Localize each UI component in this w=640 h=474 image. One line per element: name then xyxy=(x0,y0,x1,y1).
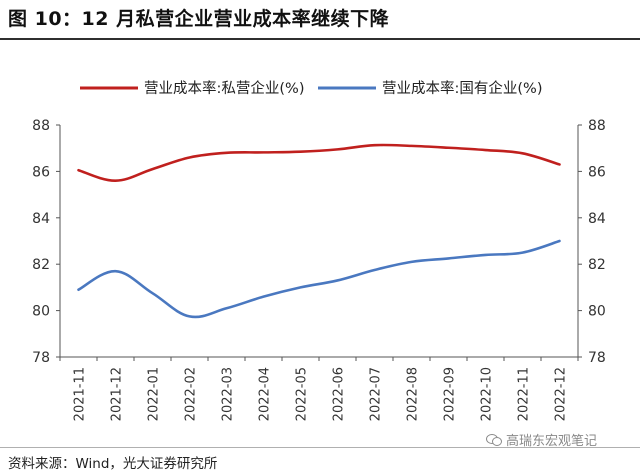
title-underline xyxy=(0,38,640,40)
series-line-private xyxy=(77,143,561,182)
x-tick-label: 2021-11 xyxy=(73,367,88,421)
watermark: 高瑞东宏观笔记 xyxy=(486,430,597,449)
source-note: 资料来源：Wind，光大证券研究所 xyxy=(8,456,218,472)
series-line-state xyxy=(77,239,561,319)
y-tick-label-left: 88 xyxy=(32,118,50,134)
legend-label-private: 营业成本率:私营企业(%) xyxy=(144,79,304,97)
x-tick-label: 2022-02 xyxy=(184,367,199,421)
page-title: 图 10：12 月私营企业营业成本率继续下降 xyxy=(8,8,390,30)
chart-legend: 营业成本率:私营企业(%) 营业成本率:国有企业(%) xyxy=(80,79,542,97)
wechat-icon xyxy=(486,433,502,446)
y-tick-label-right: 84 xyxy=(588,211,606,227)
x-tick-label: 2022-03 xyxy=(221,367,236,421)
watermark-text: 高瑞东宏观笔记 xyxy=(506,434,598,449)
x-tick-label: 2021-12 xyxy=(110,367,125,421)
x-tick-label: 2022-05 xyxy=(295,367,310,421)
x-tick-label: 2022-04 xyxy=(258,367,273,421)
x-tick-label: 2022-11 xyxy=(517,367,532,421)
x-tick-label: 2022-10 xyxy=(480,367,495,421)
y-tick-label-right: 80 xyxy=(588,304,606,320)
x-tick-label: 2022-01 xyxy=(147,367,162,421)
y-tick-label-left: 82 xyxy=(32,257,50,273)
y-tick-label-left: 80 xyxy=(32,304,50,320)
x-tick-label: 2022-07 xyxy=(369,367,384,421)
y-tick-label-right: 78 xyxy=(588,350,606,366)
x-tick-label: 2022-06 xyxy=(332,367,347,421)
chart-series xyxy=(77,143,561,319)
y-tick-label-right: 82 xyxy=(588,257,606,273)
chart-axes: 78 78 80 80 82 82 84 84 86 86 88 88 2021-11 2021-12 20… xyxy=(32,118,606,421)
y-tick-label-left: 78 xyxy=(32,350,50,366)
legend-label-state: 营业成本率:国有企业(%) xyxy=(382,79,542,97)
y-tick-label-right: 86 xyxy=(588,164,606,180)
x-tick-label: 2022-08 xyxy=(406,367,421,421)
y-tick-label-left: 86 xyxy=(32,164,50,180)
footer-divider xyxy=(0,447,640,448)
y-tick-label-right: 88 xyxy=(588,118,606,134)
x-tick-label: 2022-12 xyxy=(554,367,569,421)
x-tick-label: 2022-09 xyxy=(443,367,458,421)
y-tick-label-left: 84 xyxy=(32,211,50,227)
